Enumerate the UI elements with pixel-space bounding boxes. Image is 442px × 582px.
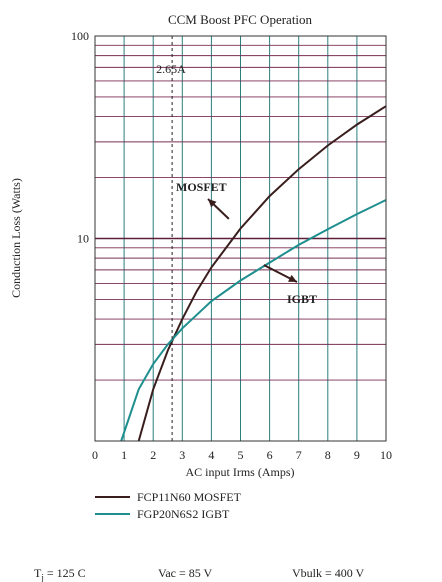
y-tick-label: 100 [71, 29, 89, 43]
arrow-head [288, 274, 297, 282]
legend-label: FCP11N60 MOSFET [137, 490, 242, 504]
series-layer [120, 105, 387, 442]
x-tick-label: 0 [92, 448, 98, 462]
annotation-label: MOSFET [176, 180, 227, 194]
annotation-label: IGBT [287, 292, 317, 306]
series-line-igbt [120, 199, 387, 442]
annotation-label: 2.65A [156, 62, 186, 76]
chart-title: CCM Boost PFC Operation [168, 12, 313, 27]
x-axis-label: AC input Irms (Amps) [186, 465, 295, 479]
x-tick-label: 1 [121, 448, 127, 462]
x-tick-label: 8 [325, 448, 331, 462]
x-tick-label: 2 [150, 448, 156, 462]
x-tick-label: 7 [296, 448, 302, 462]
y-tick-label: 10 [77, 232, 89, 246]
x-tick-label: 10 [380, 448, 392, 462]
junction-temperature-label: Tj = 125 C [34, 566, 86, 582]
vac-label: Vac = 85 V [158, 566, 213, 580]
y-tick-labels: 100 10 [71, 29, 89, 246]
x-tick-label: 5 [238, 448, 244, 462]
x-tick-label: 3 [179, 448, 185, 462]
y-axis-label: Conduction Loss (Watts) [9, 178, 23, 298]
x-tick-label: 6 [267, 448, 273, 462]
arrow-head [208, 199, 217, 208]
vbulk-label: Vbulk = 400 V [292, 566, 365, 580]
series-line-mosfet [137, 105, 387, 442]
annotation-layer: 2.65A MOSFET IGBT [156, 36, 317, 441]
legend: FCP11N60 MOSFET FGP20N6S2 IGBT [95, 490, 242, 521]
legend-label: FGP20N6S2 IGBT [137, 507, 230, 521]
x-tick-label: 4 [208, 448, 214, 462]
grid [95, 36, 386, 441]
x-tick-label: 9 [354, 448, 360, 462]
x-tick-labels: 0 1 2 3 4 5 6 7 8 9 10 [92, 448, 392, 462]
plot-frame [94, 35, 387, 442]
